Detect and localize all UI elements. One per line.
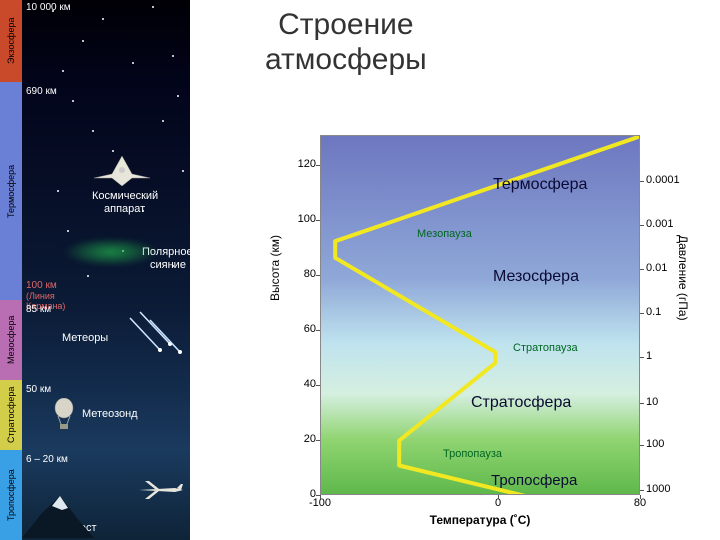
chart-layer-label-1: Мезосфера bbox=[493, 268, 579, 286]
ytick-left-6: 120 bbox=[290, 158, 316, 170]
layer-tab-4: Тропосфера bbox=[0, 450, 22, 540]
object-label-0: Космический bbox=[92, 190, 158, 202]
layer-tab-0: Экзосфера bbox=[0, 0, 22, 82]
star bbox=[87, 275, 89, 277]
ytick-right-3: 1 bbox=[646, 350, 652, 362]
ytick-right-5: 0.01 bbox=[646, 262, 667, 274]
chart-layer-label-2: Стратосфера bbox=[471, 394, 571, 412]
star bbox=[57, 190, 59, 192]
layer-tab-3: Стратосфера bbox=[0, 380, 22, 450]
star bbox=[152, 6, 154, 8]
title-line1: Строение bbox=[265, 8, 427, 43]
object-label-4: Метеоры bbox=[62, 332, 108, 344]
ytick-left-2: 40 bbox=[290, 378, 316, 390]
ytick-left-1: 20 bbox=[290, 433, 316, 445]
layer-tab-2: Мезосфера bbox=[0, 300, 22, 380]
x-axis-label: Температура (˚С) bbox=[320, 513, 640, 527]
object-label-1: аппарат bbox=[104, 203, 145, 215]
aurora-icon bbox=[56, 232, 166, 272]
chart-pause-label-0: Мезопауза bbox=[417, 228, 472, 240]
temperature-profile-line bbox=[321, 136, 640, 495]
spacecraft-icon bbox=[92, 152, 152, 188]
star bbox=[132, 62, 134, 64]
star bbox=[172, 55, 174, 57]
altitude-label-1: 690 км bbox=[26, 86, 57, 97]
temperature-chart: Термосфера Мезосфера Стратосфера Тропосфера… bbox=[260, 135, 700, 535]
title-line2: атмосферы bbox=[265, 43, 427, 78]
chart-layer-label-0: Термосфера bbox=[493, 176, 587, 194]
object-label-5: Метеозонд bbox=[82, 408, 138, 420]
chart-pause-label-1: Стратопауза bbox=[513, 342, 578, 354]
layer-tab-1: Термосфера bbox=[0, 82, 22, 300]
ytick-right-2: 10 bbox=[646, 396, 658, 408]
ytick-right-6: 0.001 bbox=[646, 218, 674, 230]
altitude-extra1-2: (Линия bbox=[26, 291, 55, 301]
chart-plot-area: Термосфера Мезосфера Стратосфера Тропосфера… bbox=[320, 135, 640, 495]
chart-pause-label-2: Тропопауза bbox=[443, 448, 502, 460]
chart-layer-label-3: Тропосфера bbox=[491, 472, 577, 489]
star bbox=[162, 120, 164, 122]
star bbox=[82, 40, 84, 42]
mountain-icon bbox=[22, 478, 190, 538]
altitude-label-2: 100 км bbox=[26, 280, 57, 291]
balloon-icon bbox=[51, 398, 77, 432]
layers-column: ЭкзосфераТермосфераМезосфераСтратосфераТ… bbox=[0, 0, 190, 540]
altitude-label-3: 85 км bbox=[26, 304, 51, 315]
star bbox=[62, 70, 64, 72]
ytick-right-1: 100 bbox=[646, 438, 664, 450]
page-title: Строение атмосферы bbox=[265, 8, 427, 77]
altitude-label-0: 10 000 км bbox=[26, 2, 71, 13]
star bbox=[182, 170, 184, 172]
ytick-left-5: 100 bbox=[290, 213, 316, 225]
star bbox=[102, 18, 104, 20]
y-axis-left-label: Высота (км) bbox=[268, 235, 282, 301]
star bbox=[177, 95, 179, 97]
y-axis-right-label: Давление (гПа) bbox=[676, 235, 690, 321]
altitude-label-4: 50 км bbox=[26, 384, 51, 395]
altitude-label-5: 6 – 20 км bbox=[26, 454, 68, 465]
ytick-right-4: 0.1 bbox=[646, 306, 661, 318]
ytick-left-3: 60 bbox=[290, 323, 316, 335]
ytick-right-7: 0.0001 bbox=[646, 174, 680, 186]
star bbox=[92, 130, 94, 132]
star bbox=[72, 100, 74, 102]
ytick-left-4: 80 bbox=[290, 268, 316, 280]
ytick-right-0: 1000 bbox=[646, 483, 670, 495]
